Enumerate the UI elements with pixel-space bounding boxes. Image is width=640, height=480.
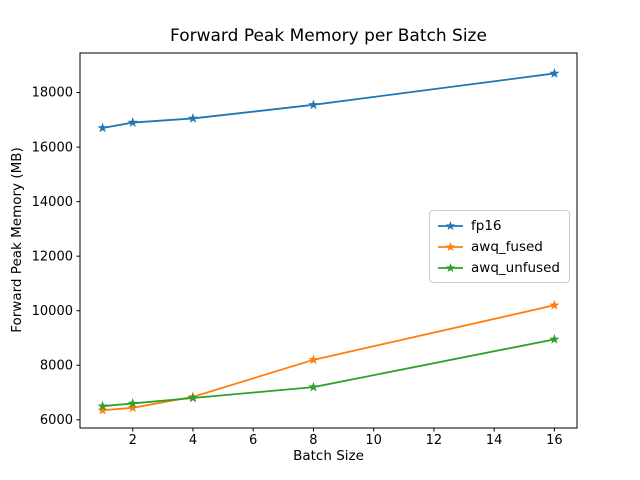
star-marker-icon bbox=[445, 220, 456, 230]
data-point-fp16 bbox=[127, 117, 138, 127]
data-point-awq_unfused bbox=[549, 333, 560, 344]
legend-line-sample bbox=[438, 220, 463, 230]
star-marker-icon bbox=[445, 241, 456, 251]
chart-title: Forward Peak Memory per Batch Size bbox=[170, 26, 487, 46]
data-point-awq_unfused bbox=[308, 381, 319, 392]
x-tick-label: 8 bbox=[309, 433, 317, 448]
data-point-awq_unfused bbox=[127, 398, 138, 408]
legend-label: fp16 bbox=[471, 217, 502, 234]
series-line-fp16 bbox=[102, 72, 555, 129]
x-tick-label: 12 bbox=[426, 433, 443, 448]
x-tick-label: 4 bbox=[189, 433, 197, 448]
y-tick-label: 6000 bbox=[40, 413, 73, 428]
data-point-awq_fused bbox=[308, 354, 319, 365]
data-point-awq_unfused bbox=[97, 400, 108, 411]
y-tick-label: 16000 bbox=[32, 140, 73, 155]
series-line-awq_fused bbox=[102, 304, 555, 412]
legend-label: awq_fused bbox=[471, 238, 543, 255]
data-point-fp16 bbox=[549, 68, 560, 78]
legend-item-awq_fused: awq_fused bbox=[437, 237, 560, 256]
x-tick-label: 2 bbox=[129, 433, 137, 448]
data-point-fp16 bbox=[308, 99, 319, 110]
x-tick-label: 10 bbox=[365, 433, 382, 448]
data-point-fp16 bbox=[97, 122, 108, 133]
y-tick-label: 8000 bbox=[40, 358, 73, 373]
series-line-awq_unfused bbox=[102, 338, 555, 408]
data-point-fp16 bbox=[187, 113, 199, 123]
x-tick-label: 16 bbox=[546, 433, 563, 448]
legend-line-sample bbox=[438, 241, 463, 251]
data-point-awq_fused bbox=[549, 299, 560, 310]
x-tick-label: 14 bbox=[486, 433, 503, 448]
x-tick-label: 6 bbox=[249, 433, 257, 448]
star-marker-icon bbox=[445, 262, 456, 272]
data-point-awq_unfused bbox=[187, 392, 199, 403]
legend-line-sample bbox=[438, 262, 463, 272]
data-point-awq_fused bbox=[97, 404, 108, 415]
y-tick-label: 10000 bbox=[32, 304, 73, 319]
y-tick-label: 14000 bbox=[32, 195, 73, 210]
data-point-awq_fused bbox=[127, 402, 138, 413]
legend: fp16 awq_fused awq_unfused bbox=[429, 210, 570, 283]
axes-spines bbox=[79, 52, 578, 429]
x-axis-label: Batch Size bbox=[293, 448, 364, 464]
legend-item-fp16: fp16 bbox=[437, 216, 560, 235]
y-tick-label: 12000 bbox=[32, 249, 73, 264]
y-tick-label: 18000 bbox=[32, 86, 73, 101]
legend-label: awq_unfused bbox=[471, 259, 560, 276]
legend-item-awq_unfused: awq_unfused bbox=[437, 258, 560, 277]
